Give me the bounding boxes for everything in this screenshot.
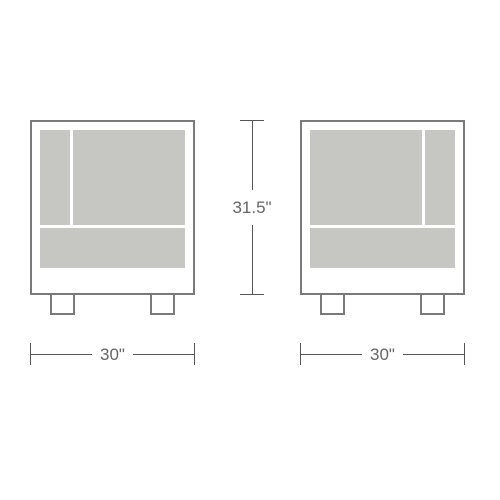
width-label: 30" xyxy=(30,345,195,365)
back-cushion-narrow xyxy=(40,130,70,225)
chair-left xyxy=(30,120,195,315)
seat-cushion xyxy=(40,228,185,268)
dim-line xyxy=(252,225,253,295)
chair-leg xyxy=(50,295,75,315)
chair-leg xyxy=(420,295,445,315)
back-cushion-narrow xyxy=(425,130,455,225)
dim-line xyxy=(133,354,195,355)
dim-line xyxy=(252,120,253,190)
back-cushion-wide xyxy=(73,130,185,225)
chair-right xyxy=(300,120,465,315)
width-dimension-left: 30" xyxy=(30,340,195,380)
dim-tick xyxy=(464,343,465,365)
dim-tick xyxy=(240,294,264,295)
height-dimension: 31.5" xyxy=(234,120,270,295)
dim-line xyxy=(403,354,465,355)
chair-leg xyxy=(320,295,345,315)
back-cushion-wide xyxy=(310,130,422,225)
dim-tick xyxy=(194,343,195,365)
width-label: 30" xyxy=(300,345,465,365)
width-dimension-right: 30" xyxy=(300,340,465,380)
chair-leg xyxy=(150,295,175,315)
height-label: 31.5" xyxy=(230,198,274,218)
seat-cushion xyxy=(310,228,455,268)
